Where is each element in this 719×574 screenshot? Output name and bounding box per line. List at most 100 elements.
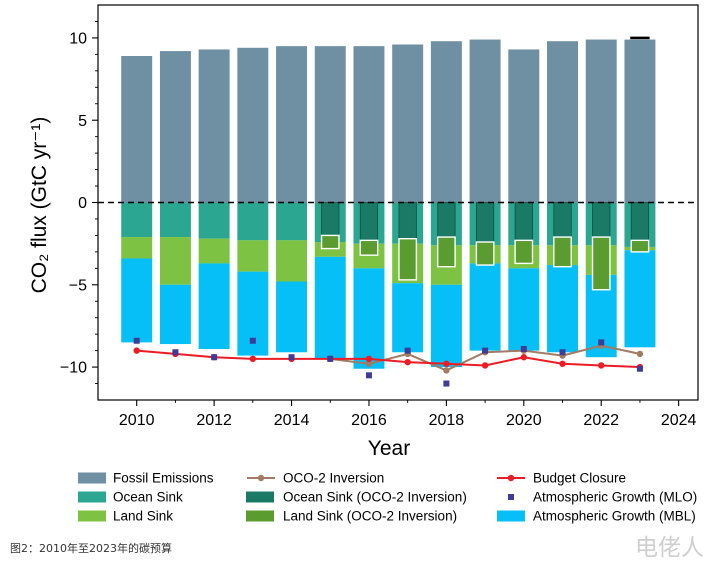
legend-label-ocean-sink: Ocean Sink: [113, 490, 183, 505]
legend-marker-budget-closure: [507, 474, 515, 482]
point-oco-2-inversion-2018: [443, 367, 450, 374]
bar-ocean-sink-2013: [237, 202, 269, 241]
point-budget-closure-2010: [133, 347, 140, 354]
legend-label-atmospheric-growth-mbl: Atmospheric Growth (MBL): [533, 509, 696, 524]
legend-swatch-ocean-sink: [78, 491, 106, 503]
legend: Fossil Emissions Ocean Sink Land Sink OC…: [78, 471, 697, 524]
bar-land-sink-2010: [121, 237, 153, 259]
y-tick-label: 10: [69, 31, 87, 48]
bar-land-sink-oco-2-inversion-2017: [398, 238, 418, 281]
bar-ocean-sink-oco-2-inversion-2016: [359, 202, 379, 241]
bar-land-sink-2012: [198, 238, 230, 264]
point-budget-closure-2022: [598, 362, 605, 369]
legend-label-oco2-inversion: OCO-2 Inversion: [283, 471, 384, 486]
bar-atmospheric-growth-mbl-2011: [159, 284, 191, 345]
bar-ocean-sink-2012: [198, 202, 230, 239]
bar-ocean-sink-oco-2-inversion-2023: [630, 202, 650, 241]
bar-land-sink-2014: [276, 240, 308, 282]
bar-fossil-emissions-2012: [198, 49, 230, 203]
bar-land-sink-oco-2-inversion-2018: [436, 236, 456, 268]
bar-ocean-sink-oco-2-inversion-2018: [437, 202, 456, 238]
scatter-layer: [133, 337, 643, 387]
y-tick-label: 0: [78, 195, 87, 212]
x-tick-label: 2022: [583, 412, 619, 429]
bar-fossil-emissions-2023: [624, 39, 656, 203]
bar-atmospheric-growth-mbl-2017: [392, 283, 424, 353]
bar-fossil-emissions-2017: [392, 44, 424, 203]
bar-fossil-emissions-2022: [585, 39, 617, 203]
point-budget-closure-2017: [404, 358, 411, 366]
legend-entry-atmospheric-growth-mbl: Atmospheric Growth (MBL): [497, 509, 696, 524]
bar-atmospheric-growth-mbl-2016: [353, 268, 385, 369]
marker-atmospheric-growth-mlo-2010: [133, 337, 140, 344]
legend-marker-atmospheric-growth-mlo: [508, 494, 514, 500]
marker-atmospheric-growth-mlo-2021: [559, 349, 566, 356]
legend-label-atmospheric-growth-mlo: Atmospheric Growth (MLO): [533, 490, 697, 505]
bar-land-sink-oco-2-inversion-2022: [591, 236, 611, 291]
x-tick-label: 2010: [119, 412, 155, 429]
bar-fossil-emissions-2015: [314, 46, 346, 203]
marker-atmospheric-growth-mlo-2018: [443, 380, 450, 387]
bar-atmospheric-growth-mbl-2023: [624, 250, 656, 348]
point-budget-closure-2021: [559, 360, 566, 367]
figure-caption: 图2：2010年至2023年的碳预算: [10, 541, 172, 555]
point-budget-closure-2018: [443, 360, 450, 367]
bar-atmospheric-growth-mbl-2012: [198, 263, 230, 349]
legend-swatch-land-sink-oco2: [246, 510, 274, 522]
legend-label-land-sink: Land Sink: [113, 509, 173, 524]
bar-atmospheric-growth-mbl-2018: [430, 284, 462, 368]
legend-swatch-fossil-emissions: [78, 472, 106, 484]
bar-fossil-emissions-2018: [430, 41, 462, 203]
bar-ocean-sink-oco-2-inversion-2021: [553, 202, 572, 238]
x-tick-label: 2014: [274, 412, 310, 429]
bar-ocean-sink-oco-2-inversion-2019: [475, 202, 495, 243]
marker-atmospheric-growth-mlo-2019: [482, 347, 489, 354]
point-oco-2-inversion-2023: [636, 350, 644, 358]
bar-fossil-emissions-2011: [159, 51, 191, 203]
legend-entry-ocean-sink-oco2: Ocean Sink (OCO-2 Inversion): [246, 490, 467, 505]
bar-land-sink-oco-2-inversion-2015: [320, 234, 340, 250]
y-axis-label: CO₂ flux (GtC yr⁻¹): [28, 117, 51, 294]
bar-fossil-emissions-2019: [469, 39, 501, 203]
marker-atmospheric-growth-mlo-2017: [404, 347, 411, 354]
axes: −10 −5 0 5 10 2010 2012 2014 2016 2018 2020 2022 202…: [60, 4, 699, 429]
fossil-top-mark-2023: [630, 36, 650, 40]
legend-entry-atmospheric-growth-mlo: Atmospheric Growth (MLO): [508, 490, 697, 505]
bar-atmospheric-growth-mbl-2021: [547, 265, 578, 353]
legend-entry-land-sink-oco2: Land Sink (OCO-2 Inversion): [246, 509, 457, 524]
bar-ocean-sink-2010: [121, 202, 153, 238]
legend-swatch-land-sink: [78, 510, 106, 522]
x-tick-label: 2012: [196, 412, 232, 429]
legend-entry-budget-closure: Budget Closure: [497, 471, 626, 486]
marker-atmospheric-growth-mlo-2022: [598, 339, 605, 346]
bar-ocean-sink-2011: [159, 202, 191, 238]
x-tick-label: 2018: [429, 412, 465, 429]
bar-fossil-emissions-2020: [508, 49, 540, 203]
bar-fossil-emissions-2010: [121, 56, 153, 203]
bar-fossil-emissions-2016: [353, 46, 385, 203]
x-tick-label: 2024: [661, 412, 697, 429]
bar-atmospheric-growth-mbl-2015: [314, 256, 346, 359]
legend-swatch-atmospheric-growth-mbl: [497, 510, 525, 522]
legend-entry-ocean-sink: Ocean Sink: [78, 490, 183, 505]
legend-label-budget-closure: Budget Closure: [533, 471, 626, 486]
bar-atmospheric-growth-mbl-2019: [469, 263, 501, 351]
bar-atmospheric-growth-mbl-2020: [508, 268, 540, 351]
marker-atmospheric-growth-mlo-2014: [288, 354, 295, 361]
bar-land-sink-oco-2-inversion-2023: [630, 239, 650, 253]
bar-ocean-sink-oco-2-inversion-2022: [592, 202, 611, 238]
point-budget-closure-2019: [481, 362, 489, 369]
point-budget-closure-2013: [249, 355, 257, 363]
legend-swatch-ocean-sink-oco2: [246, 491, 274, 503]
bar-land-sink-oco-2-inversion-2016: [359, 239, 379, 256]
legend-label-fossil-emissions: Fossil Emissions: [113, 471, 214, 486]
point-budget-closure-2020: [520, 354, 528, 361]
watermark: 电佬人: [635, 535, 704, 561]
line-budget-closure: [136, 349, 640, 369]
y-tick-label: −5: [69, 277, 87, 294]
bar-ocean-sink-2014: [276, 202, 308, 241]
x-axis-label: Year: [368, 437, 410, 460]
bar-ocean-sink-oco-2-inversion-2015: [321, 202, 340, 236]
bar-land-sink-oco-2-inversion-2020: [514, 239, 534, 265]
